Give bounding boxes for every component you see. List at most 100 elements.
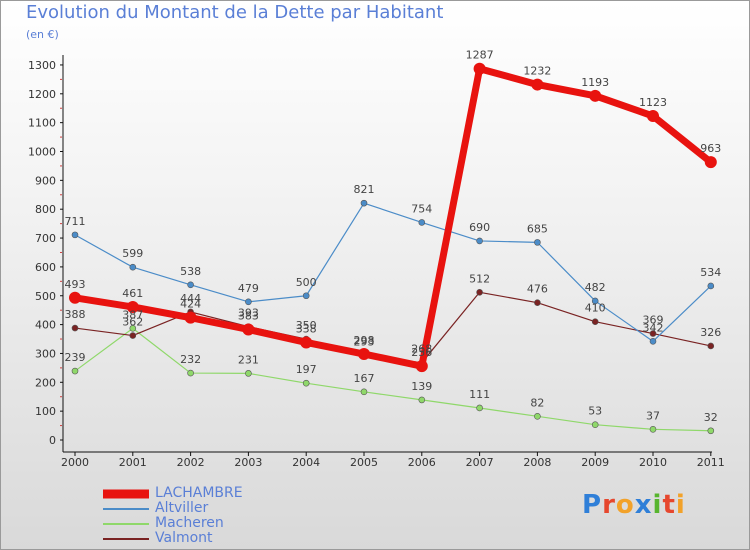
data-label-lachambre: 1287 [466,49,494,62]
data-label-macheren: 111 [469,388,490,401]
data-label-macheren: 232 [180,353,201,366]
data-label-altviller: 685 [527,222,548,235]
logo-letter: o [615,490,635,520]
data-label-valmont: 410 [585,302,606,315]
data-label-macheren: 387 [122,308,143,321]
y-tick-label: 1200 [28,88,56,101]
data-label-altviller: 538 [180,265,201,278]
data-point-lachambre [126,301,139,314]
data-label-macheren: 197 [296,363,317,376]
data-point-macheren [707,427,715,435]
series-line-lachambre [71,65,715,370]
series-line-macheren [74,327,712,432]
data-point-valmont [129,332,137,339]
y-tick-label: 100 [35,405,56,418]
data-label-macheren: 37 [646,409,660,422]
logo-letter: P [582,490,603,520]
data-label-lachambre: 256 [411,346,432,359]
y-tick-label: 400 [35,319,56,332]
data-point-valmont [591,318,599,326]
data-point-altviller [534,239,541,246]
legend-swatch-macheren [103,522,149,525]
x-tick-label: 2005 [350,456,378,469]
data-point-altviller [476,237,483,245]
x-tick-label: 2002 [177,456,205,469]
data-point-valmont [534,299,541,306]
data-label-valmont: 268 [411,343,432,356]
y-tick-label: 1100 [28,117,56,130]
data-label-macheren: 231 [238,353,259,366]
data-label-macheren: 239 [65,351,86,364]
data-label-altviller: 599 [122,247,143,260]
data-label-valmont: 512 [469,272,490,285]
logo-letter: i [652,490,663,520]
data-label-lachambre: 963 [700,142,721,155]
data-label-lachambre: 338 [296,322,317,335]
unit-label: (en €) [26,28,59,41]
chart-title: Evolution du Montant de la Dette par Hab… [26,2,444,23]
y-tick-label: 200 [35,376,56,389]
data-label-altviller: 754 [411,202,432,215]
data-label-valmont: 293 [354,335,375,348]
data-point-altviller [360,199,368,207]
x-tick-label: 2001 [119,456,147,469]
proxiti-logo: Proxiti [582,490,686,520]
y-tick-label: 700 [35,232,56,245]
data-label-altviller: 711 [65,215,86,228]
x-tick-label: 2006 [408,456,436,469]
data-label-macheren: 167 [354,372,375,385]
legend-label-altviller: Altviller [155,500,209,516]
y-tick-label: 800 [35,203,56,216]
data-point-lachambre [69,291,81,304]
logo-letter: t [662,490,676,520]
data-point-altviller [649,338,657,345]
series-line-valmont [74,291,712,364]
data-label-altviller: 342 [643,321,664,334]
data-label-valmont: 393 [238,307,259,320]
data-point-lachambre [647,110,659,123]
data-label-altviller: 821 [354,183,375,196]
data-label-macheren: 32 [704,411,718,424]
data-label-lachambre: 383 [238,310,259,323]
y-tick-label: 0 [49,434,56,447]
data-label-lachambre: 493 [65,278,86,291]
data-label-macheren: 139 [411,380,432,393]
data-label-macheren: 82 [530,396,544,409]
data-label-lachambre: 1123 [639,96,667,109]
y-tick-label: 900 [35,174,56,187]
data-point-macheren [476,404,483,412]
data-label-macheren: 53 [588,405,602,418]
series-line-altviller [74,202,712,342]
data-point-altviller [187,281,194,289]
legend-label-lachambre: LACHAMBRE [155,485,243,501]
x-tick-label: 2007 [466,456,494,469]
data-label-valmont: 388 [65,308,86,321]
x-tick-label: 2009 [581,456,609,469]
data-point-altviller [129,263,137,271]
data-point-altviller [245,298,252,306]
x-tick-label: 2004 [292,456,320,469]
data-point-lachambre [415,360,428,373]
data-point-valmont [71,324,79,332]
data-point-altviller [418,219,426,226]
data-point-lachambre [704,156,717,169]
data-label-altviller: 482 [585,281,606,294]
data-point-macheren [71,367,79,375]
data-label-altviller: 690 [469,221,490,234]
data-point-lachambre [473,62,486,75]
data-label-valmont: 362 [122,316,143,329]
data-point-valmont [476,288,483,296]
data-point-macheren [360,388,368,396]
legend-swatch-altviller [103,507,149,510]
data-label-altviller: 500 [296,276,317,289]
data-point-valmont [707,342,715,350]
data-label-lachambre: 424 [180,298,201,311]
data-point-macheren [591,421,599,429]
data-point-altviller [302,292,310,300]
logo-letter: r [602,490,616,520]
data-label-valmont: 369 [643,314,664,327]
x-tick-label: 2008 [523,456,551,469]
y-tick-label: 600 [35,261,56,274]
data-label-altviller: 479 [238,282,259,295]
